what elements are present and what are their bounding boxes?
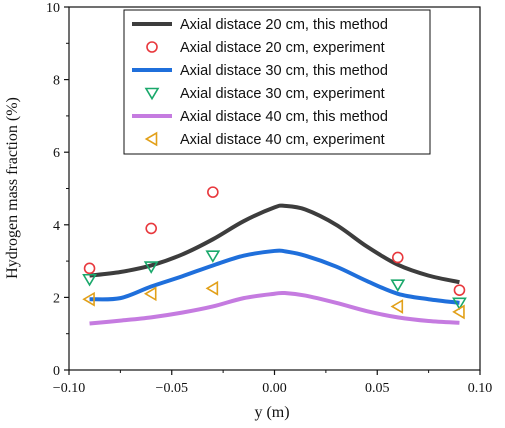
series-line (89, 290, 460, 326)
legend-entry: Axial distace 20 cm, this method (132, 17, 388, 33)
series-layer (82, 186, 467, 326)
x-tick-label: 0.05 (365, 381, 390, 396)
data-point (143, 261, 159, 274)
x-axis-title: y (m) (254, 404, 289, 421)
axes-layer: 0 2 4 6 8 10 −0.10 −0.05 0.00 0.05 0.10 (46, 1, 492, 396)
x-tick-label: −0.05 (156, 381, 188, 396)
data-point (205, 250, 221, 263)
y-axis-title: Hydrogen mass fraction (%) (4, 97, 21, 279)
legend-swatch-marker (144, 131, 158, 147)
legend-swatch-marker (146, 41, 158, 53)
y-tick-label: 2 (53, 291, 60, 306)
legend-label: Axial distace 20 cm, experiment (180, 40, 385, 56)
legend-entry: Axial distace 30 cm, experiment (144, 86, 385, 102)
y-tick-label: 0 (53, 364, 60, 379)
data-point (143, 286, 157, 302)
x-tick-label: 0.00 (262, 381, 287, 396)
data-point (452, 304, 465, 320)
y-tick-label: 6 (53, 146, 60, 161)
legend-label: Axial distace 30 cm, experiment (180, 86, 385, 102)
data-point (453, 284, 466, 296)
data-point (390, 299, 404, 314)
data-point (145, 222, 157, 235)
x-tick-label: −0.10 (53, 381, 85, 396)
legend-label: Axial distace 40 cm, this method (180, 109, 388, 125)
data-point (82, 273, 97, 287)
legend-swatch-marker (144, 87, 160, 101)
data-point (452, 297, 467, 311)
legend-label: Axial distace 20 cm, this method (180, 17, 388, 33)
legend-entry: Axial distace 40 cm, this method (132, 109, 388, 125)
y-tick-label: 8 (53, 74, 60, 89)
legend-label: Axial distace 40 cm, experiment (180, 132, 385, 148)
legend-entry: Axial distace 30 cm, this method (132, 63, 388, 79)
series-line (89, 203, 460, 285)
legend-entry: Axial distace 40 cm, experiment (144, 131, 385, 148)
data-point (83, 262, 96, 275)
data-point (207, 186, 219, 198)
data-point (82, 291, 95, 307)
y-tick-label: 4 (53, 219, 60, 234)
legend-entry: Axial distace 20 cm, experiment (146, 40, 385, 56)
data-point (390, 279, 406, 292)
series-line (89, 248, 460, 305)
legend-label: Axial distace 30 cm, this method (180, 63, 388, 79)
y-tick-label: 10 (46, 1, 60, 16)
data-point (391, 251, 404, 264)
legend: Axial distace 20 cm, this method Axial di… (123, 9, 431, 155)
data-point (205, 280, 219, 296)
legend-box (123, 9, 431, 155)
x-tick-label: 0.10 (468, 381, 493, 396)
